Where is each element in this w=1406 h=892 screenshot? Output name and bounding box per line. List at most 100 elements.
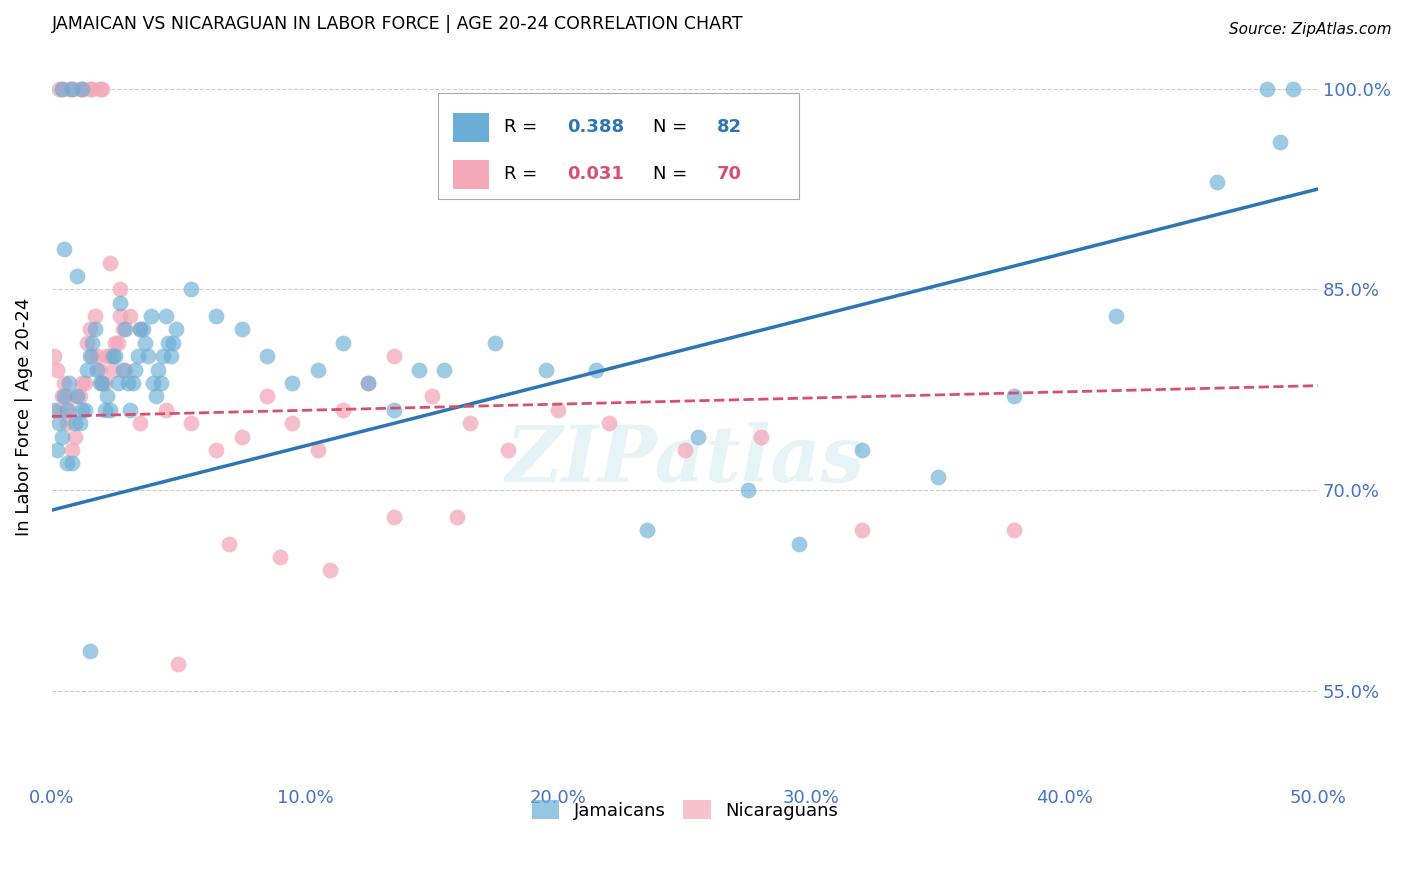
Nicaraguans [45, 362, 67, 376]
Jamaicans [76, 362, 98, 376]
Nicaraguans [98, 349, 121, 363]
Y-axis label: In Labor Force | Age 20-24: In Labor Force | Age 20-24 [15, 297, 32, 535]
Nicaraguans [56, 416, 79, 430]
Jamaicans [91, 376, 114, 390]
Jamaicans [927, 469, 949, 483]
Jamaicans [1268, 135, 1291, 149]
Nicaraguans [129, 322, 152, 336]
Nicaraguans [332, 402, 354, 417]
Nicaraguans [129, 416, 152, 430]
Jamaicans [231, 322, 253, 336]
Nicaraguans [458, 416, 481, 430]
Nicaraguans [70, 81, 93, 95]
Jamaicans [120, 402, 142, 417]
Nicaraguans [82, 81, 104, 95]
Nicaraguans [89, 81, 111, 95]
Nicaraguans [51, 81, 73, 95]
Jamaicans [83, 322, 105, 336]
Nicaraguans [205, 442, 228, 457]
Jamaicans [89, 376, 111, 390]
Jamaicans [73, 402, 96, 417]
Nicaraguans [66, 389, 89, 403]
Nicaraguans [48, 81, 70, 95]
Nicaraguans [51, 389, 73, 403]
Nicaraguans [155, 402, 177, 417]
Nicaraguans [70, 376, 93, 390]
Nicaraguans [231, 429, 253, 443]
Nicaraguans [108, 282, 131, 296]
Jamaicans [127, 349, 149, 363]
Nicaraguans [382, 509, 405, 524]
Nicaraguans [319, 563, 342, 577]
Jamaicans [1104, 309, 1126, 323]
Jamaicans [787, 536, 810, 550]
Jamaicans [98, 402, 121, 417]
Nicaraguans [91, 81, 114, 95]
Nicaraguans [69, 81, 91, 95]
Nicaraguans [58, 402, 80, 417]
Text: ZIPatlas: ZIPatlas [505, 422, 865, 499]
Nicaraguans [79, 322, 101, 336]
Nicaraguans [63, 429, 86, 443]
Nicaraguans [48, 402, 70, 417]
Nicaraguans [101, 362, 124, 376]
Jamaicans [636, 523, 658, 537]
Nicaraguans [60, 81, 83, 95]
Nicaraguans [44, 349, 66, 363]
Jamaicans [111, 362, 134, 376]
Nicaraguans [256, 389, 278, 403]
Nicaraguans [82, 349, 104, 363]
Jamaicans [96, 389, 118, 403]
Jamaicans [157, 335, 180, 350]
Jamaicans [51, 429, 73, 443]
Nicaraguans [94, 376, 117, 390]
Nicaraguans [673, 442, 696, 457]
Nicaraguans [382, 349, 405, 363]
Jamaicans [139, 309, 162, 323]
Jamaicans [53, 389, 76, 403]
Nicaraguans [111, 322, 134, 336]
Nicaraguans [357, 376, 380, 390]
Text: 0.388: 0.388 [567, 119, 624, 136]
Jamaicans [44, 402, 66, 417]
Jamaicans [108, 295, 131, 310]
Jamaicans [101, 349, 124, 363]
Jamaicans [124, 362, 146, 376]
Text: JAMAICAN VS NICARAGUAN IN LABOR FORCE | AGE 20-24 CORRELATION CHART: JAMAICAN VS NICARAGUAN IN LABOR FORCE | … [52, 15, 744, 33]
Nicaraguans [420, 389, 443, 403]
Jamaicans [56, 402, 79, 417]
Jamaicans [307, 362, 329, 376]
Nicaraguans [218, 536, 240, 550]
Jamaicans [737, 483, 759, 497]
Jamaicans [180, 282, 202, 296]
Nicaraguans [851, 523, 873, 537]
Nicaraguans [496, 442, 519, 457]
Nicaraguans [58, 81, 80, 95]
Jamaicans [82, 335, 104, 350]
Nicaraguans [96, 349, 118, 363]
Nicaraguans [114, 362, 136, 376]
Text: 0.031: 0.031 [567, 165, 624, 183]
Jamaicans [56, 456, 79, 470]
Nicaraguans [91, 376, 114, 390]
Jamaicans [433, 362, 456, 376]
Nicaraguans [749, 429, 772, 443]
Nicaraguans [60, 442, 83, 457]
Nicaraguans [1002, 523, 1025, 537]
Nicaraguans [269, 549, 291, 564]
Nicaraguans [73, 376, 96, 390]
Jamaicans [686, 429, 709, 443]
Jamaicans [132, 322, 155, 336]
Nicaraguans [120, 309, 142, 323]
Jamaicans [134, 335, 156, 350]
Jamaicans [851, 442, 873, 457]
Jamaicans [152, 349, 174, 363]
Jamaicans [1256, 81, 1278, 95]
Jamaicans [48, 416, 70, 430]
Jamaicans [585, 362, 607, 376]
Jamaicans [51, 81, 73, 95]
Jamaicans [1002, 389, 1025, 403]
Jamaicans [142, 376, 165, 390]
Nicaraguans [69, 389, 91, 403]
Jamaicans [63, 416, 86, 430]
